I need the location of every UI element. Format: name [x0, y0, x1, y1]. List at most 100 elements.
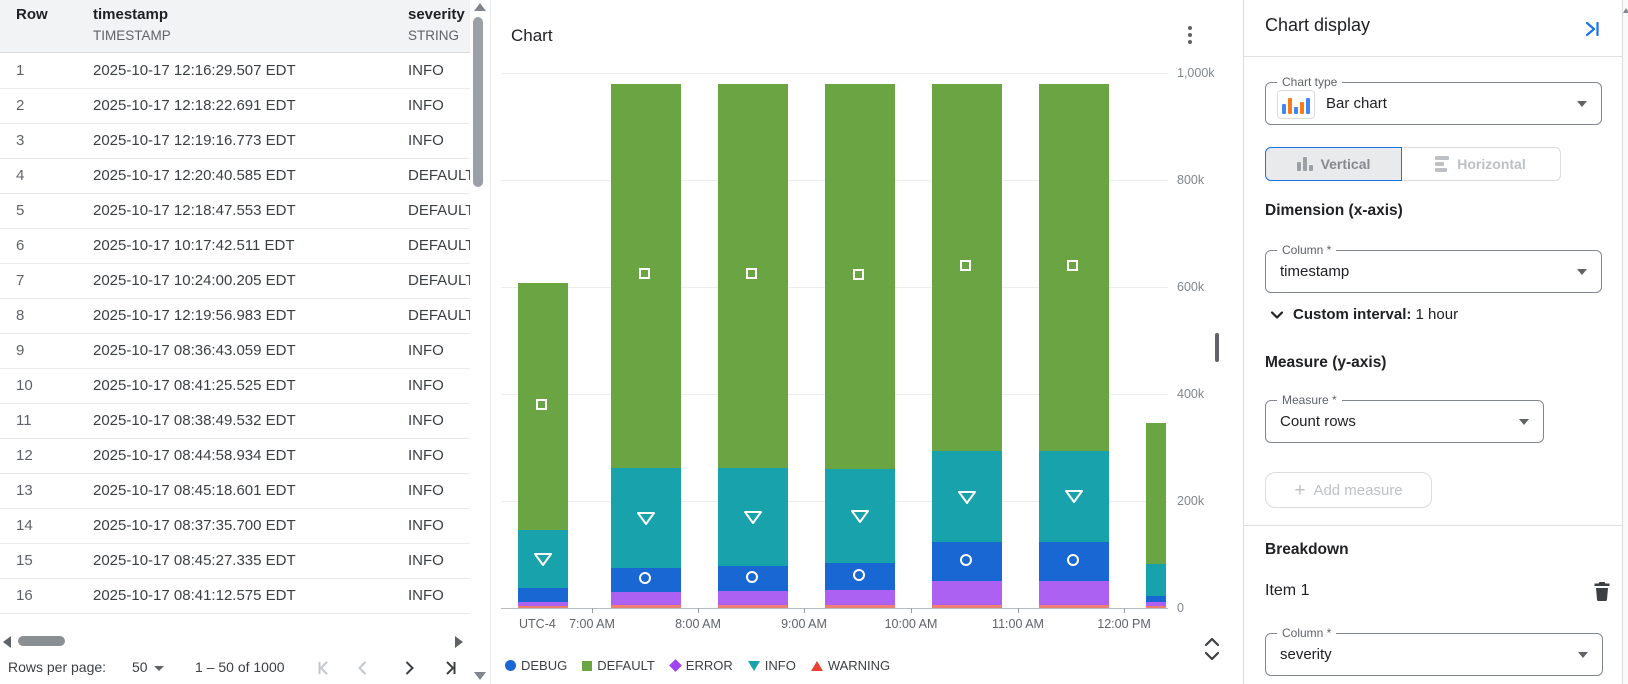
- scroll-left-arrow-icon[interactable]: [3, 636, 11, 648]
- legend-item-warning[interactable]: WARNING: [810, 658, 891, 673]
- timestamp-cell: 2025-10-17 10:24:00.205 EDT: [93, 272, 296, 289]
- row-number: 14: [16, 517, 33, 534]
- marker-square-icon: [852, 269, 864, 281]
- table-pagination-footer: Rows per page: 50 1 – 50 of 1000: [0, 652, 470, 684]
- timestamp-cell: 2025-10-17 12:18:22.691 EDT: [93, 97, 296, 114]
- table-row: 2 2025-10-17 12:18:22.691 EDT INFO: [0, 89, 470, 124]
- legend-label: ERROR: [685, 658, 733, 673]
- x-axis-tick-label: 10:00 AM: [884, 617, 938, 631]
- bar-segment-warning: [1146, 606, 1166, 608]
- table-row: 10 2025-10-17 08:41:25.525 EDT INFO: [0, 369, 470, 404]
- plus-icon: +: [1294, 479, 1306, 501]
- marker-triangle-down-icon: [637, 511, 655, 525]
- y-axis-tick-label: 0: [1177, 601, 1184, 615]
- divider: [1244, 525, 1623, 526]
- table-horizontal-scrollbar[interactable]: [0, 633, 470, 649]
- previous-page-button[interactable]: [352, 657, 374, 679]
- bar-segment-info: [932, 451, 1002, 543]
- chart-options-menu-button[interactable]: [1181, 26, 1199, 46]
- rows-per-page-select[interactable]: 50: [132, 652, 164, 682]
- chart-type-value: Bar chart: [1326, 95, 1387, 112]
- y-axis-tick-label: 400k: [1177, 387, 1205, 401]
- timestamp-cell: 2025-10-17 10:17:42.511 EDT: [93, 237, 295, 254]
- vertical-scrollbar-thumb[interactable]: [473, 17, 483, 187]
- chart-panel: Chart 0 200k 400k 600k 800k 1,000k 7:00 AM 8:00…: [490, 0, 1243, 684]
- marker-square-icon: [1066, 259, 1078, 271]
- table-vertical-scrollbar[interactable]: [470, 0, 490, 684]
- bar-segment-error: [825, 589, 895, 606]
- measure-select[interactable]: Measure * Count rows: [1265, 393, 1544, 443]
- scroll-up-arrow-icon[interactable]: [474, 3, 486, 11]
- x-axis-tick: [698, 608, 699, 613]
- bar-segment-default: [718, 83, 788, 468]
- custom-interval-value: 1 hour: [1415, 306, 1459, 323]
- scroll-down-arrow-icon[interactable]: [474, 672, 486, 680]
- next-page-button[interactable]: [398, 657, 420, 679]
- legend-item-info[interactable]: INFO: [747, 658, 796, 673]
- x-axis-tick-label: 7:00 AM: [569, 617, 615, 631]
- bar-segment-warning: [1039, 605, 1109, 608]
- severity-cell: INFO: [408, 517, 444, 534]
- custom-interval-label: Custom interval:: [1293, 306, 1412, 323]
- legend-label: WARNING: [827, 658, 891, 673]
- legend-diamond-icon: [668, 659, 682, 672]
- add-measure-button[interactable]: + Add measure: [1265, 472, 1432, 508]
- severity-cell: INFO: [408, 587, 444, 604]
- measure-value: Count rows: [1280, 413, 1356, 430]
- row-number: 2: [16, 97, 25, 114]
- bar-segment-warning: [825, 605, 895, 608]
- y-axis-tick-label: 200k: [1177, 494, 1205, 508]
- row-number: 4: [16, 167, 25, 184]
- collapse-panel-icon[interactable]: [1582, 19, 1602, 39]
- orientation-vertical-button[interactable]: Vertical: [1265, 147, 1402, 181]
- column-header-row: Row: [16, 6, 48, 23]
- first-page-button[interactable]: [312, 657, 334, 679]
- severity-cell: INFO: [408, 447, 444, 464]
- chart-type-select[interactable]: Chart type Bar chart: [1265, 75, 1602, 125]
- dimension-column-select[interactable]: Column * timestamp: [1265, 243, 1602, 293]
- severity-cell: INFO: [408, 132, 444, 149]
- severity-cell: INFO: [408, 97, 444, 114]
- bar-segment-warning: [611, 605, 681, 608]
- legend-item-default[interactable]: DEFAULT: [582, 658, 655, 673]
- bar-segment-info: [718, 467, 788, 566]
- bar-segment-default: [825, 83, 895, 470]
- x-axis-tick: [911, 608, 912, 613]
- measure-section-heading: Measure (y-axis): [1265, 354, 1387, 371]
- marker-triangle-down-icon: [1065, 490, 1083, 504]
- timestamp-cell: 2025-10-17 12:19:56.983 EDT: [93, 307, 296, 324]
- panel-resize-handle[interactable]: [1215, 333, 1219, 362]
- table-row: 13 2025-10-17 08:45:18.601 EDT INFO: [0, 474, 470, 509]
- bar-segment-info: [825, 469, 895, 564]
- chart-display-settings-panel: Chart display Chart type Bar chart Verti…: [1243, 0, 1623, 684]
- marker-triangle-down-icon: [958, 490, 976, 504]
- row-number: 11: [16, 412, 32, 429]
- bar-segment-default: [1039, 84, 1109, 451]
- custom-interval-toggle[interactable]: Custom interval: 1 hour: [1269, 306, 1458, 323]
- table-row: 4 2025-10-17 12:20:40.585 EDT DEFAULT: [0, 159, 470, 194]
- legend-item-error[interactable]: ERROR: [668, 658, 733, 673]
- row-number: 9: [16, 342, 25, 359]
- legend-item-debug[interactable]: DEBUG: [505, 658, 567, 673]
- orientation-horizontal-button[interactable]: Horizontal: [1401, 147, 1561, 181]
- vertical-button-label: Vertical: [1320, 156, 1371, 172]
- last-page-button[interactable]: [440, 657, 462, 679]
- bar-segment-error: [1039, 581, 1109, 606]
- table-row: 1 2025-10-17 12:16:29.507 EDT INFO: [0, 54, 470, 89]
- delete-breakdown-button[interactable]: [1592, 580, 1612, 602]
- timestamp-cell: 2025-10-17 12:16:29.507 EDT: [93, 62, 296, 79]
- timestamp-cell: 2025-10-17 08:41:25.525 EDT: [93, 377, 296, 394]
- bar-segment-warning: [718, 605, 788, 608]
- dropdown-arrow-icon: [1577, 101, 1587, 107]
- table-row: 15 2025-10-17 08:45:27.335 EDT INFO: [0, 544, 470, 579]
- horizontal-scrollbar-thumb[interactable]: [18, 636, 65, 646]
- results-table-panel: Row timestamp TIMESTAMP severity STRING …: [0, 0, 470, 684]
- severity-cell: DEFAULT: [408, 272, 470, 289]
- marker-square-icon: [745, 268, 757, 280]
- window-scrollbar[interactable]: [1622, 0, 1628, 684]
- breakdown-column-select[interactable]: Column * severity: [1265, 626, 1603, 676]
- scroll-right-arrow-icon[interactable]: [455, 636, 463, 648]
- row-number: 16: [16, 587, 33, 604]
- x-axis-tick-label: 12:00 PM: [1097, 617, 1151, 631]
- expand-chart-control-icon[interactable]: [1201, 634, 1223, 664]
